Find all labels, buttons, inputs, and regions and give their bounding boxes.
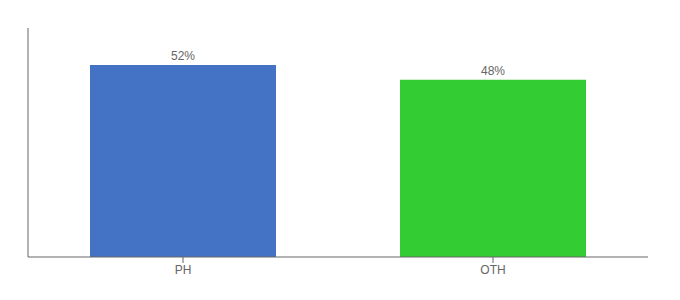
svg-text:PH: PH xyxy=(175,263,192,277)
svg-text:52%: 52% xyxy=(171,49,195,63)
svg-text:OTH: OTH xyxy=(480,263,505,277)
svg-text:48%: 48% xyxy=(481,64,505,78)
